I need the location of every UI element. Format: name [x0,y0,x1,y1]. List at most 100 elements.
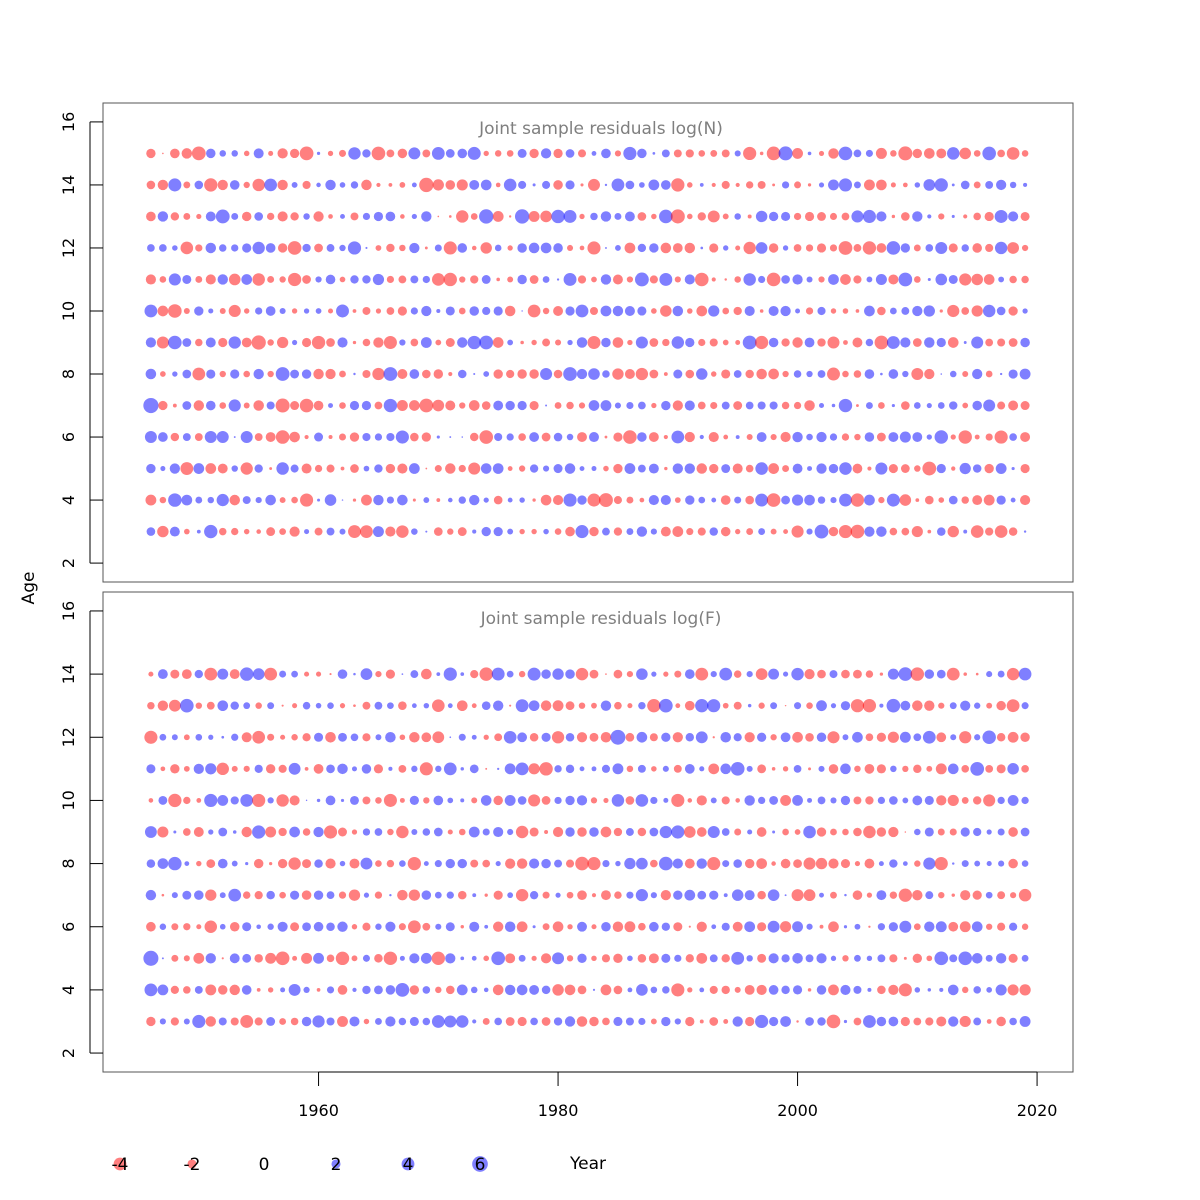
residual-bubble [254,764,263,773]
residual-bubble [519,497,525,503]
residual-bubble [385,211,396,222]
residual-bubble [900,243,911,253]
residual-bubble [219,244,227,252]
residual-bubble [349,1016,360,1027]
residual-bubble [217,179,228,191]
residual-bubble [986,861,992,867]
residual-bubble [374,954,383,963]
residual-bubble [554,402,562,409]
residual-bubble [708,305,720,317]
residual-bubble [985,433,993,441]
residual-bubble [565,149,575,158]
y-tick-label: 12 [59,238,78,258]
residual-bubble [159,923,167,930]
residual-bubble [685,733,694,742]
residual-bubble [350,795,359,805]
residual-bubble [587,336,601,349]
residual-bubble [350,733,359,742]
residual-bubble [184,528,190,535]
residual-bubble [635,367,649,381]
residual-bubble [817,306,826,316]
residual-bubble [623,146,637,161]
residual-bubble [863,825,876,839]
residual-bubble [422,275,430,284]
residual-bubble [491,951,506,966]
residual-bubble [541,858,551,869]
residual-bubble [448,371,453,377]
residual-bubble [850,524,865,539]
residual-bubble [231,527,239,536]
residual-bubble [567,244,574,251]
residual-bubble [173,830,177,834]
residual-bubble [791,889,804,902]
residual-bubble [563,273,577,286]
residual-bubble [602,527,610,536]
residual-bubble [411,213,417,220]
residual-bubble [291,496,298,504]
x-axis-title: Year [569,1154,606,1174]
residual-bubble [637,148,647,159]
residual-bubble [900,464,910,473]
residual-bubble [361,764,372,774]
residual-bubble [348,525,361,539]
residual-bubble [517,400,527,411]
residual-bubble [159,1018,166,1025]
residual-bubble [181,148,193,159]
residual-bubble [1009,181,1017,189]
residual-bubble [659,209,673,224]
residual-bubble [912,305,923,317]
residual-bubble [923,305,935,317]
residual-bubble [914,987,921,993]
residual-bubble [228,304,241,318]
residual-bubble [576,732,588,743]
residual-bubble [614,150,622,157]
residual-bubble [241,211,252,222]
residual-bubble [326,527,335,536]
residual-bubble [443,241,457,255]
residual-bubble [564,1016,576,1027]
residual-bubble [684,700,695,711]
residual-bubble [816,827,827,837]
residual-bubble [1007,763,1019,775]
residual-bubble [576,368,588,380]
residual-bubble [974,734,981,741]
residual-bubble [541,1017,551,1026]
residual-bubble [375,1018,382,1025]
residual-bubble [279,276,286,283]
residual-bubble [961,860,969,868]
residual-bubble [231,765,238,772]
legend-bubble [113,1157,127,1171]
residual-bubble [612,305,624,317]
residual-bubble [696,827,707,837]
residual-bubble [758,796,766,805]
residual-bubble [471,955,477,961]
residual-bubble [287,241,302,255]
residual-bubble [886,336,900,349]
residual-bubble [604,183,608,187]
residual-bubble [1008,400,1019,411]
residual-bubble [552,700,564,712]
residual-bubble [171,892,178,899]
residual-bubble [445,463,456,474]
residual-bubble [365,246,368,249]
residual-bubble [275,951,290,966]
residual-bubble [864,858,875,869]
residual-bubble [792,274,803,285]
residual-bubble [784,704,787,707]
residual-bubble [815,857,828,870]
residual-bubble [386,496,394,504]
residual-bubble [362,985,371,995]
residual-bubble [432,179,444,191]
residual-bubble [409,985,420,995]
residual-bubble [637,306,647,316]
residual-bubble [949,828,957,836]
residual-bubble [469,764,479,774]
residual-bubble [556,278,560,281]
residual-bubble [407,920,421,934]
residual-bubble [372,526,384,538]
residual-bubble [183,923,191,931]
residual-bubble [889,891,898,899]
residual-bubble [460,925,464,929]
residual-bubble [146,463,156,474]
residual-bubble [374,701,383,710]
